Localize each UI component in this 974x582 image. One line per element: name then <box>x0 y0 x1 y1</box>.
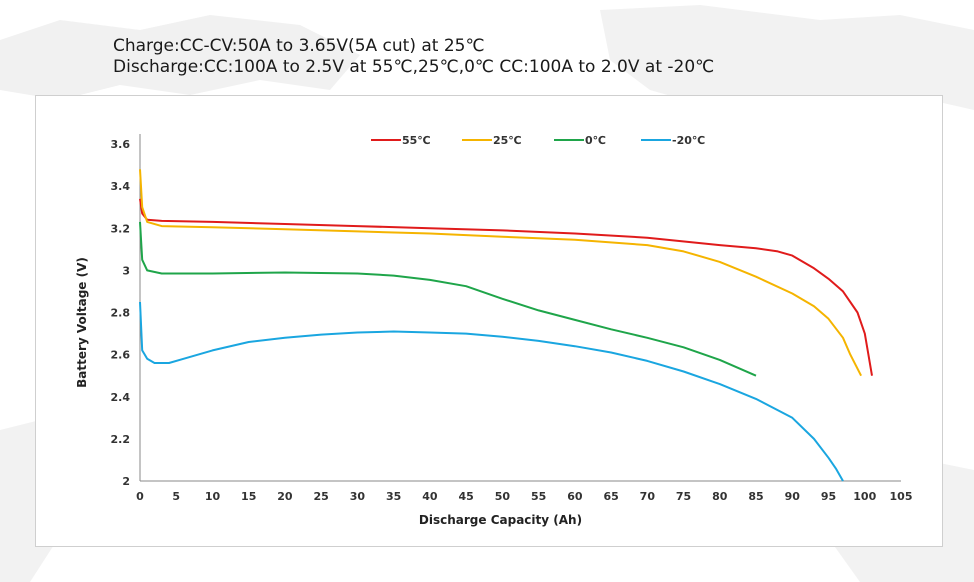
x-tick-label: 0 <box>136 490 144 503</box>
chart-panel: 0 5 10 15 20 25 30 35 40 45 50 55 60 65 70 75 80 85 90 95 10… <box>35 95 943 547</box>
y-tick-label: 3.4 <box>111 180 131 193</box>
series-lines <box>139 169 873 482</box>
y-tick-label: 3 <box>122 264 130 277</box>
y-tick-label: 3.6 <box>111 138 131 151</box>
axes <box>139 134 901 482</box>
legend-label-3: 0℃ <box>585 134 606 147</box>
x-tick-label: 35 <box>386 490 401 503</box>
x-tick-label: 50 <box>495 490 511 503</box>
y-tick-label: 2.4 <box>111 391 131 404</box>
legend: 55℃ 25℃ 0℃ -20℃ <box>371 134 705 147</box>
discharge-condition-text: Discharge:CC:100A to 2.5V at 55℃,25℃,0℃ … <box>113 57 715 77</box>
x-tick-label: 85 <box>748 490 763 503</box>
y-tick-label: 2.2 <box>111 433 131 446</box>
x-tick-label: 65 <box>603 490 618 503</box>
x-tick-label: 15 <box>241 490 256 503</box>
x-tick-label: 105 <box>890 490 913 503</box>
discharge-curve-chart: 0 5 10 15 20 25 30 35 40 45 50 55 60 65 70 75 80 85 90 95 10… <box>75 134 912 527</box>
x-tick-label: 10 <box>205 490 221 503</box>
x-tick-label: 40 <box>422 490 438 503</box>
charge-condition-text: Charge:CC-CV:50A to 3.65V(5A cut) at 25℃ <box>113 36 485 56</box>
x-tick-label: 100 <box>853 490 876 503</box>
legend-label-2: 25℃ <box>493 134 522 147</box>
y-axis-title: Battery Voltage (V) <box>75 257 89 388</box>
x-tick-label: 45 <box>458 490 473 503</box>
y-tick-label: 3.2 <box>111 222 131 235</box>
x-tick-label: 30 <box>350 490 366 503</box>
x-tick-label: 25 <box>314 490 329 503</box>
x-tick-label: 60 <box>567 490 583 503</box>
x-tick-label: 95 <box>821 490 836 503</box>
x-tick-label: 5 <box>172 490 180 503</box>
y-tick-label: 2 <box>122 475 130 488</box>
y-tick-labels: 2 2.2 2.4 2.6 2.8 3 3.2 3.4 3.6 <box>111 138 131 488</box>
legend-label-1: 55℃ <box>402 134 431 147</box>
series-line-3 <box>139 221 757 377</box>
x-tick-label: 75 <box>676 490 691 503</box>
x-tick-labels: 0 5 10 15 20 25 30 35 40 45 50 55 60 65 70 75 80 85 90 95 10… <box>136 490 912 503</box>
x-tick-label: 80 <box>712 490 728 503</box>
x-tick-label: 90 <box>785 490 801 503</box>
chart-header: Charge:CC-CV:50A to 3.65V(5A cut) at 25℃… <box>113 36 714 78</box>
y-tick-label: 2.8 <box>111 307 131 320</box>
x-axis-title: Discharge Capacity (Ah) <box>419 513 582 527</box>
series-line-1 <box>139 198 873 376</box>
legend-label-4: -20℃ <box>672 134 705 147</box>
series-line-4 <box>139 301 844 482</box>
x-tick-label: 70 <box>640 490 656 503</box>
series-line-2 <box>139 169 862 377</box>
y-tick-label: 2.6 <box>111 349 131 362</box>
x-tick-label: 55 <box>531 490 546 503</box>
x-tick-label: 20 <box>277 490 293 503</box>
